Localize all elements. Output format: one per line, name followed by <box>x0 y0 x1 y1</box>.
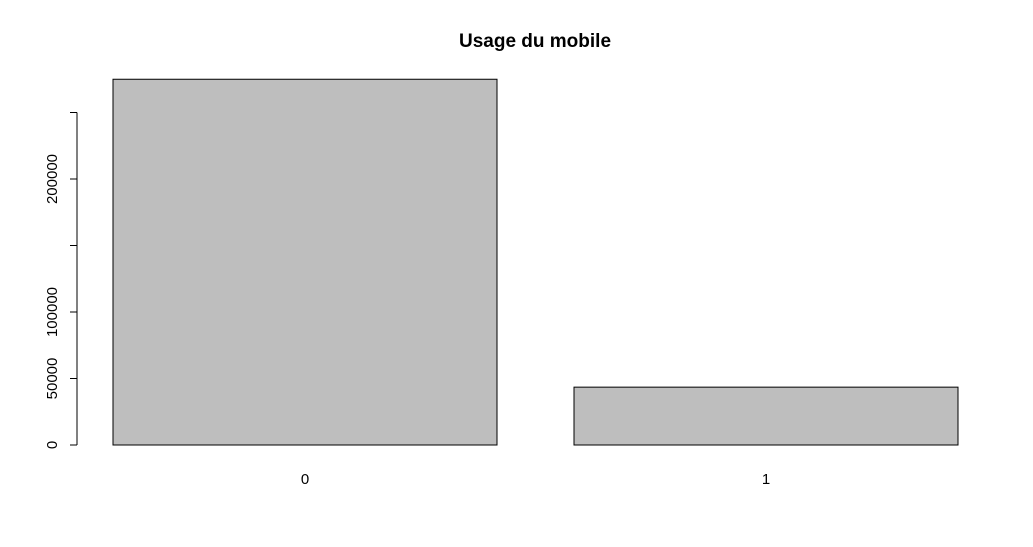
y-tick-label: 100000 <box>44 287 61 337</box>
x-tick-label: 1 <box>762 471 770 488</box>
y-tick-label: 200000 <box>44 154 61 204</box>
x-tick-label: 0 <box>301 471 309 488</box>
y-axis: 0 50000 100000 200000 <box>44 112 78 449</box>
y-tick-label: 0 <box>44 441 61 449</box>
bar-0 <box>112 78 498 446</box>
bar-1 <box>573 386 959 446</box>
y-tick-label: 50000 <box>44 358 61 400</box>
chart-title: Usage du mobile <box>459 31 611 52</box>
bars <box>112 78 959 446</box>
